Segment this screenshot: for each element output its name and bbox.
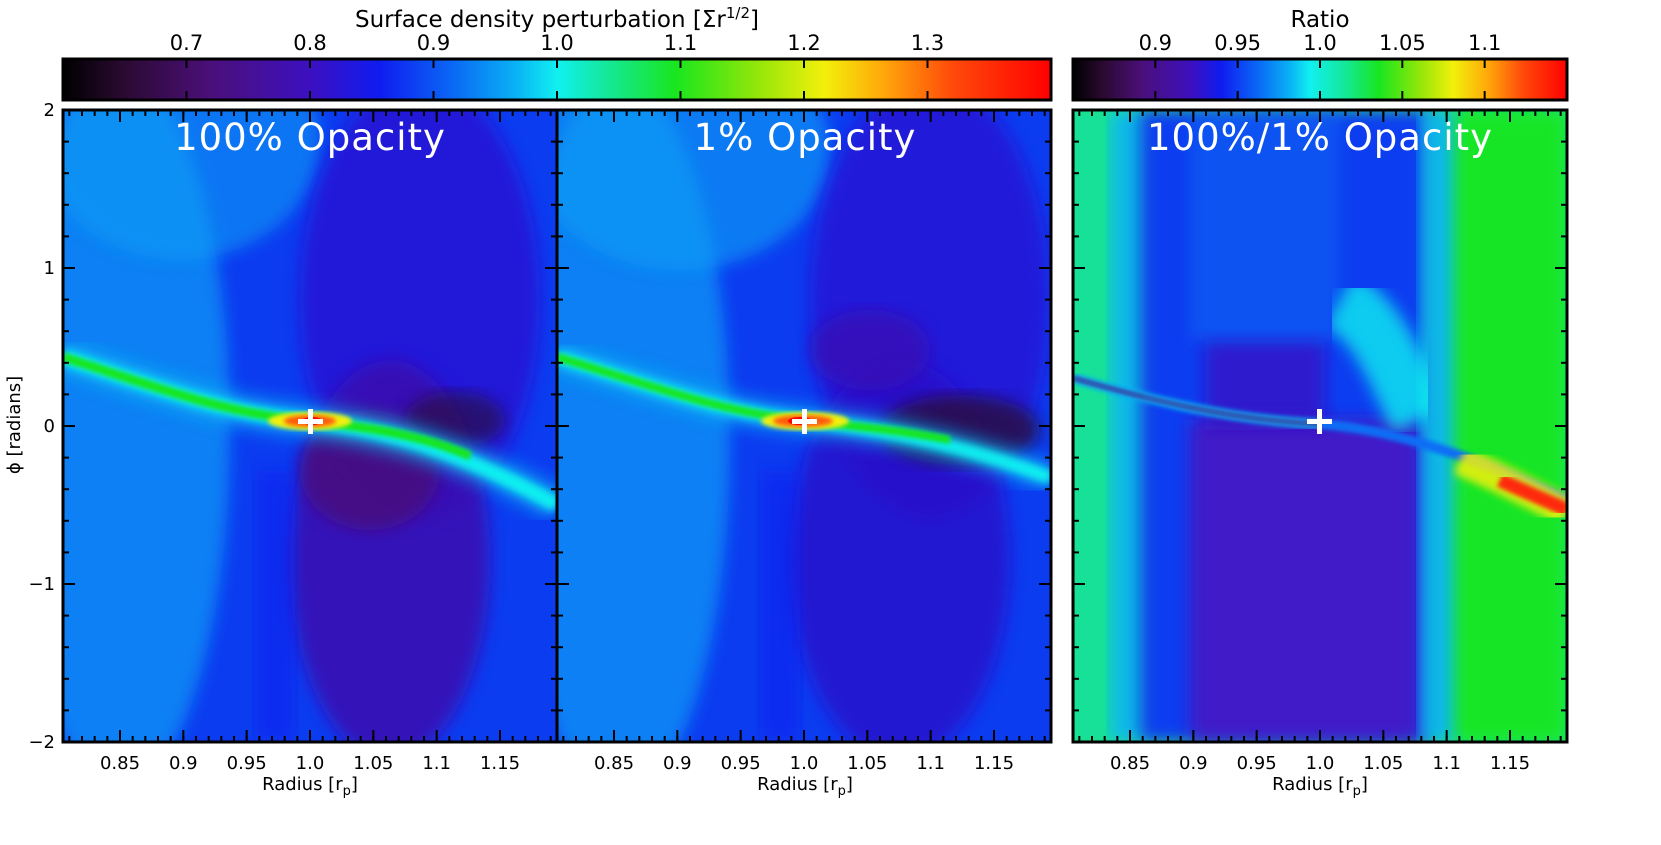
y-tick-label: −1 (28, 574, 55, 595)
x-tick-label: 0.9 (663, 753, 692, 774)
x-tick-label: 1.05 (1363, 753, 1403, 774)
colorbar-ratio-tick-label: 1.05 (1379, 31, 1426, 55)
colorbar-ratio-tick-label: 1.0 (1303, 31, 1336, 55)
colorbar-ratio-tick-label: 0.95 (1214, 31, 1261, 55)
panel-100-opacity: 100% Opacity (61, 108, 559, 744)
colorbar-density-tick-label: 1.3 (911, 31, 944, 55)
colorbar-density-tick-label: 1.0 (540, 31, 573, 55)
y-tick-label: −2 (28, 732, 55, 753)
x-tick-label: 1.0 (790, 753, 819, 774)
heatmap-100-opacity (63, 110, 557, 742)
x-axis-label-1: Radius [rp] (262, 774, 358, 799)
y-axis-label: ϕ [radians] (4, 376, 25, 474)
colorbar-density-tick-label: 1.2 (787, 31, 820, 55)
x-tick-label: 0.85 (594, 753, 634, 774)
heatmap-ratio (1073, 110, 1567, 742)
colorbar-density-tick-label: 0.8 (293, 31, 326, 55)
panel-ratio: 100%/1% Opacity (1071, 108, 1569, 744)
x-tick-label: 0.95 (1237, 753, 1277, 774)
x-tick-label: 1.15 (974, 753, 1014, 774)
x-axis-label-3: Radius [rp] (1272, 774, 1368, 799)
panel-title-1: 100% Opacity (174, 116, 446, 159)
x-tick-label: 0.85 (1110, 753, 1150, 774)
y-tick-label: 2 (44, 100, 55, 121)
x-tick-label: 0.95 (227, 753, 267, 774)
x-tick-label: 1.05 (353, 753, 393, 774)
colorbar-density-tick-label: 0.7 (170, 31, 203, 55)
x-tick-label: 0.85 (100, 753, 140, 774)
colorbar-ratio-tick-label: 0.9 (1139, 31, 1172, 55)
panel-title-2: 1% Opacity (694, 116, 917, 159)
marker-plus-3 (1307, 409, 1332, 434)
colorbar-title-density: Surface density perturbation [Σr1/2] (355, 4, 759, 33)
x-tick-label: 1.1 (916, 753, 945, 774)
colorbar-density: 0.7 0.8 0.9 1.0 1.1 1.2 1.3 (61, 31, 1053, 102)
y-tick-label: 1 (44, 258, 55, 279)
x-tick-label: 1.15 (1490, 753, 1530, 774)
x-tick-label: 0.9 (169, 753, 198, 774)
x-tick-label: 1.1 (1432, 753, 1461, 774)
colorbar-ratio-tick-label: 1.1 (1468, 31, 1501, 55)
colorbar-ratio: 0.9 0.95 1.0 1.05 1.1 (1071, 31, 1569, 102)
marker-plus-1 (298, 409, 323, 434)
colorbar-density-tick-label: 1.1 (664, 31, 697, 55)
x-tick-label: 1.0 (296, 753, 325, 774)
colorbar-title-ratio: Ratio (1290, 7, 1349, 33)
x-tick-label: 0.95 (721, 753, 761, 774)
panel-title-3: 100%/1% Opacity (1147, 116, 1493, 159)
x-tick-label: 1.1 (422, 753, 451, 774)
x-tick-label: 1.0 (1306, 753, 1335, 774)
colorbar-density-tick-label: 0.9 (417, 31, 450, 55)
y-tick-label: 0 (44, 416, 55, 437)
x-axis-label-2: Radius [rp] (757, 774, 853, 799)
x-tick-label: 1.15 (480, 753, 520, 774)
panel-1-opacity: 1% Opacity (555, 108, 1053, 744)
marker-plus-2 (792, 409, 817, 434)
x-tick-label: 0.9 (1179, 753, 1208, 774)
x-tick-label: 1.05 (847, 753, 887, 774)
